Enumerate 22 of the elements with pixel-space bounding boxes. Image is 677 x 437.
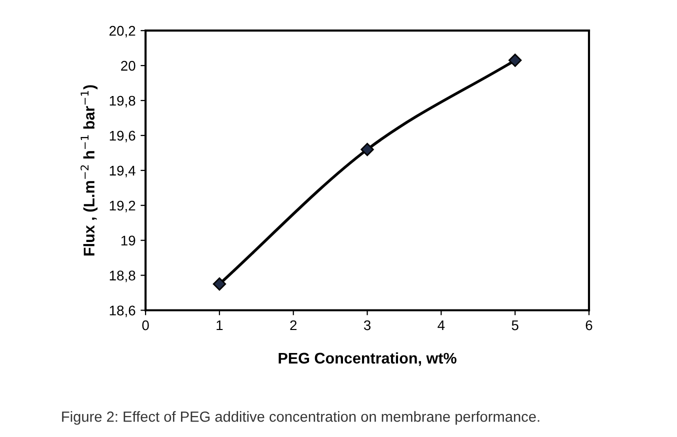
x-tick-label: 6	[586, 320, 592, 330]
y-tick-label: 20	[121, 60, 136, 71]
y-tick-label: 20,2	[110, 26, 136, 38]
y-tick-label: 19,2	[110, 200, 136, 212]
y-tick-label: 19,6	[110, 130, 136, 142]
x-tick-label: 3	[364, 320, 371, 330]
point	[508, 54, 522, 67]
y-tick-label: 19	[121, 236, 136, 246]
point	[360, 142, 374, 156]
y-tick-label: 19,4	[110, 166, 136, 178]
x-axis-title: PEG Concentration, wt%	[278, 352, 456, 366]
y-axis-title: Flux , (L.m$^{−2}$ h$^{−1}$ bar$^{−1}$)	[80, 85, 98, 256]
x-tick-label: 4	[438, 320, 445, 330]
x-tick-label: 5	[512, 320, 518, 330]
y-tick-label: 18,6	[110, 306, 136, 318]
y-tick-label: 19,8	[110, 96, 136, 108]
x-tick-label: 0	[142, 320, 149, 330]
x-tick-label: 1	[216, 320, 223, 330]
x-tick-label: 2	[290, 320, 297, 330]
y-tick-label: 18,8	[110, 270, 136, 282]
point	[212, 277, 226, 291]
caption: Figure 2: Effect of PEG additive concentration on membrane performance.	[62, 411, 540, 425]
